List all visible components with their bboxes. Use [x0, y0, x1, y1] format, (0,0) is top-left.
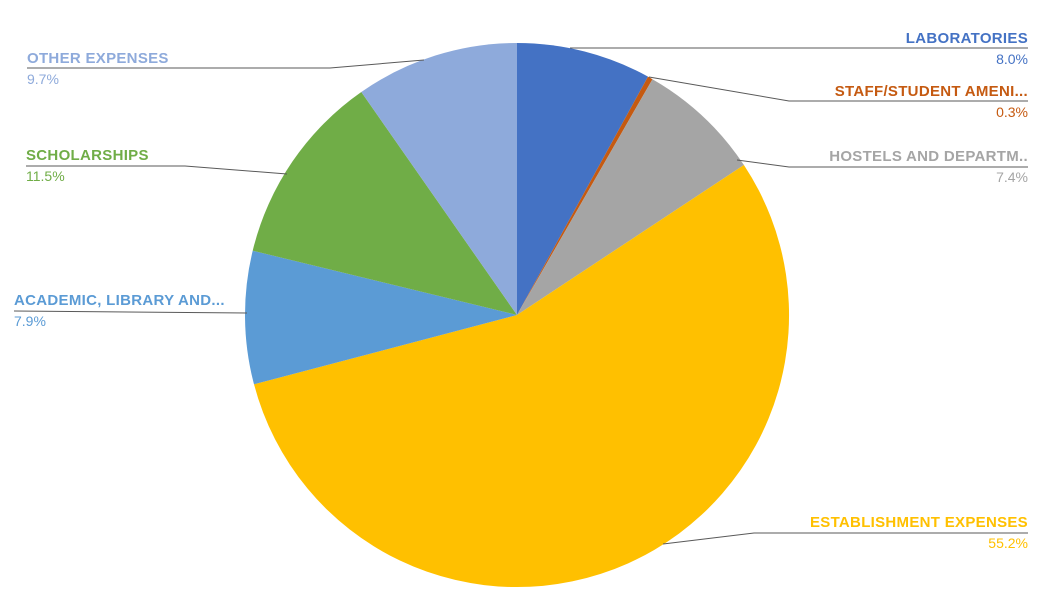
pie-slice-1[interactable]	[517, 76, 653, 315]
leader-line-hostels	[736, 159, 1028, 168]
leader-line-academic	[13, 310, 248, 314]
label-other-expenses: OTHER EXPENSES 9.7%	[27, 49, 169, 87]
leader-line-establishment	[662, 532, 1028, 545]
pie-slice-2[interactable]	[517, 79, 744, 315]
label-staff-pct: 0.3%	[996, 104, 1028, 120]
label-staff-name: STAFF/STUDENT AMENI...	[834, 83, 1028, 100]
pie-slice-4[interactable]	[245, 250, 517, 385]
pie-slice-0[interactable]	[517, 42, 648, 315]
pie-slice-5[interactable]	[252, 92, 517, 315]
label-hostels-name: HOSTELS AND DEPARTM..	[829, 148, 1028, 165]
leader-line-other	[27, 59, 425, 69]
pie-slice-3[interactable]	[254, 165, 790, 588]
label-other-name: OTHER EXPENSES	[27, 50, 169, 67]
label-establishment-pct: 55.2%	[988, 535, 1028, 551]
leader-line-staff	[648, 76, 1028, 102]
label-other-pct: 9.7%	[27, 71, 59, 87]
label-laboratories-name: LABORATORIES	[905, 30, 1028, 47]
label-hostels-pct: 7.4%	[996, 169, 1028, 185]
label-academic-name: ACADEMIC, LIBRARY AND...	[14, 292, 225, 309]
label-laboratories-pct: 8.0%	[996, 51, 1028, 67]
label-scholarships-name: SCHOLARSHIPS	[26, 147, 149, 164]
label-scholarships: SCHOLARSHIPS 11.5%	[26, 146, 149, 184]
label-academic-pct: 7.9%	[14, 313, 46, 329]
leader-lines	[13, 47, 1028, 545]
label-staff-student-amenities: STAFF/STUDENT AMENI... 0.3%	[835, 82, 1028, 120]
pie-slice-6[interactable]	[361, 43, 517, 315]
label-laboratories: LABORATORIES 8.0%	[906, 29, 1028, 67]
leader-line-scholarships	[26, 165, 288, 175]
label-academic-library: ACADEMIC, LIBRARY AND... 7.9%	[14, 291, 225, 329]
label-scholarships-pct: 11.5%	[26, 168, 65, 184]
label-establishment-name: ESTABLISHMENT EXPENSES	[809, 514, 1028, 531]
label-hostels-departments: HOSTELS AND DEPARTM.. 7.4%	[829, 147, 1028, 185]
pie-slices	[245, 42, 790, 588]
label-establishment-expenses: ESTABLISHMENT EXPENSES 55.2%	[810, 513, 1028, 551]
